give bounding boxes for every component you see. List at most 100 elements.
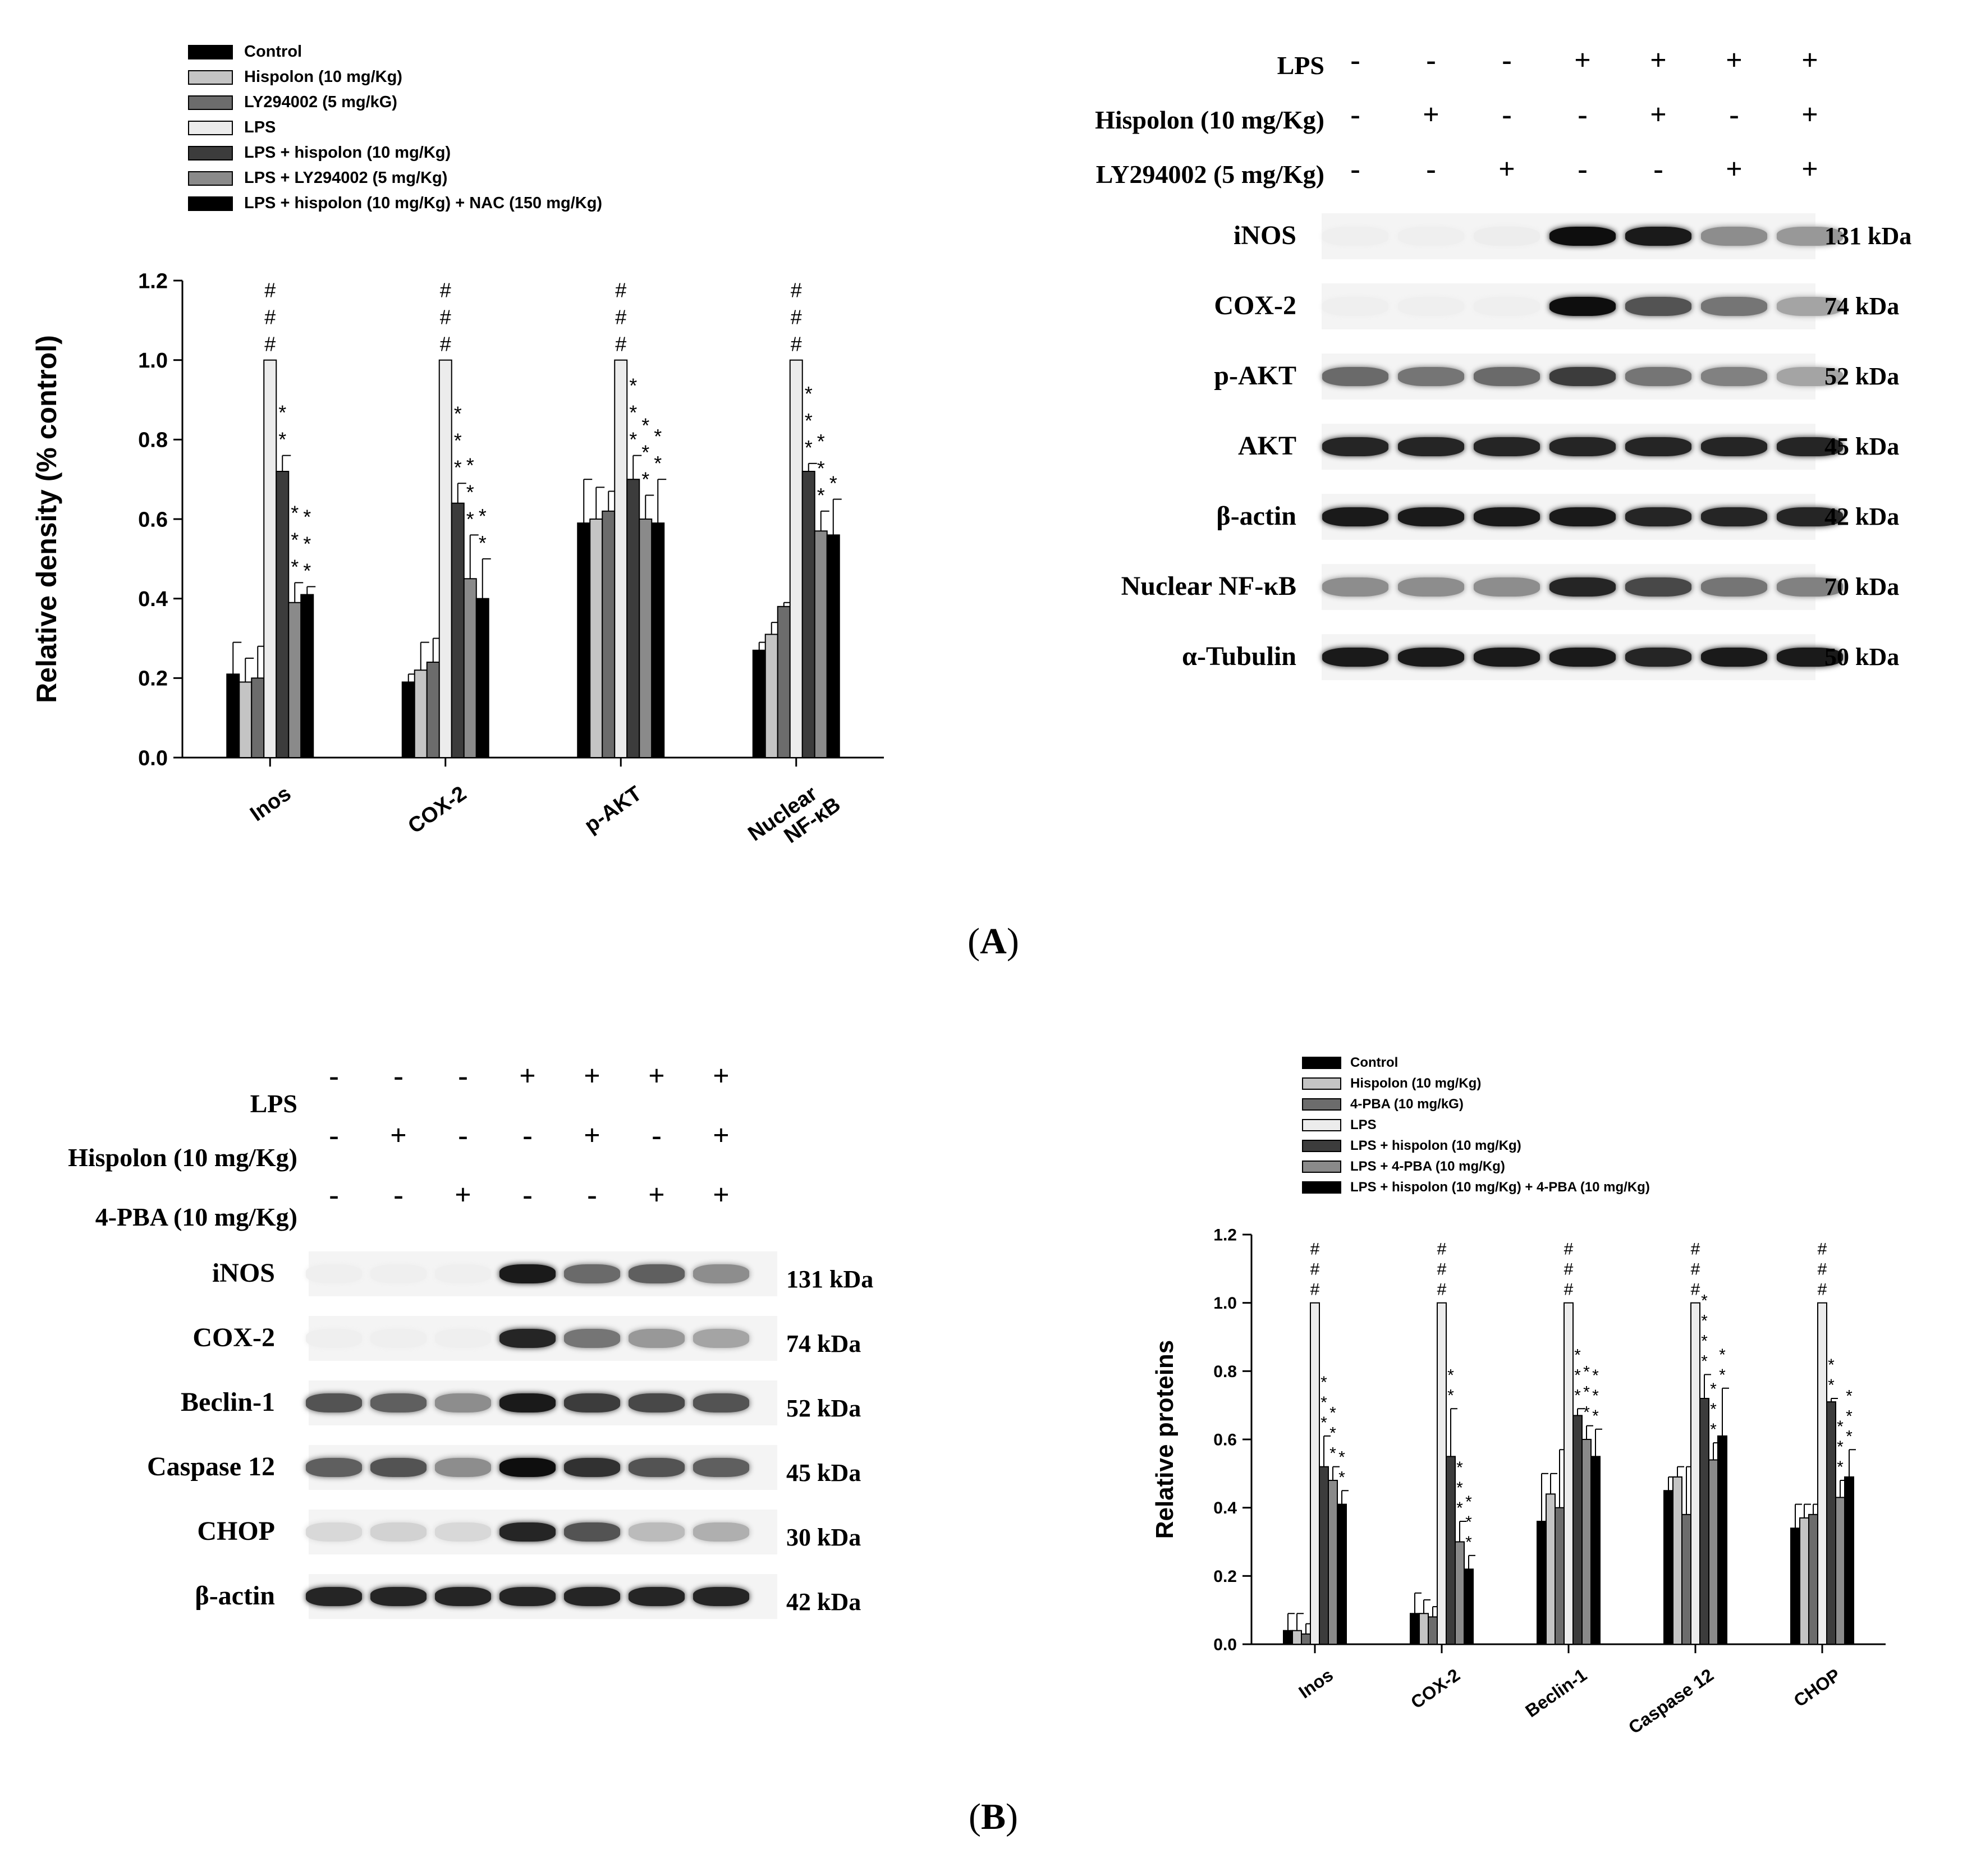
- blot-band: [564, 1587, 620, 1606]
- significance-marker: # # #: [1818, 1240, 1827, 1299]
- blot-condition-sign: -: [1578, 99, 1588, 131]
- blot-strip: [1322, 494, 1843, 540]
- y-tick-label: 0.0: [138, 746, 168, 770]
- blot-band: [629, 1458, 685, 1477]
- bar: [626, 479, 640, 758]
- blot-band: [693, 1329, 749, 1348]
- western-blot-a: LPS - - - + + + + Hispolon (10 mg/Kg) - + - - + - + LY29…: [1010, 34, 1964, 696]
- western-blot-b: LPS - - - + + + + Hispolon (10 mg/Kg) - + - - + - +4-PB…: [56, 1044, 898, 1661]
- blot-strip: [306, 1574, 777, 1619]
- blot-band: [306, 1329, 362, 1348]
- blot-protein-label: iNOS: [212, 1258, 275, 1288]
- blot-band: [1322, 507, 1388, 527]
- blot-band: [564, 1522, 620, 1542]
- significance-marker: * * *: [454, 402, 462, 479]
- blot-band: [1625, 226, 1691, 246]
- blot-condition-sign: -: [1502, 44, 1512, 76]
- legend-swatch: [1302, 1118, 1341, 1131]
- bar: [1690, 1302, 1700, 1645]
- blot-band: [1777, 226, 1843, 246]
- significance-marker: # # #: [1310, 1240, 1320, 1299]
- blot-condition-sign: -: [1350, 153, 1360, 185]
- blot-band: [564, 1458, 620, 1477]
- blot-band: [435, 1458, 491, 1477]
- bar: [1537, 1521, 1547, 1645]
- bar: [288, 602, 302, 758]
- blot-band: [370, 1458, 427, 1477]
- bar: [1681, 1513, 1691, 1645]
- blot-condition-sign: +: [1650, 44, 1667, 76]
- significance-marker: # # #: [1437, 1240, 1447, 1299]
- blot-band: [1777, 647, 1843, 667]
- blot-band: [629, 1587, 685, 1606]
- blot-band: [564, 1329, 620, 1348]
- blot-strip: [306, 1445, 777, 1490]
- blot-protein-label: Nuclear NF-κB: [1121, 571, 1296, 602]
- y-tick-label: 0.4: [1213, 1499, 1237, 1517]
- blot-condition-sign: -: [329, 1120, 339, 1152]
- blot-band: [1625, 647, 1691, 667]
- bar: [1301, 1633, 1311, 1645]
- bar: [764, 634, 778, 759]
- blot-band: [1625, 366, 1691, 387]
- bar: [1717, 1435, 1727, 1645]
- blot-condition-sign: +: [1726, 153, 1743, 185]
- bar: [814, 530, 828, 758]
- legend-swatch: [1302, 1160, 1341, 1173]
- legend-label: Hispolon (10 mg/Kg): [244, 68, 402, 86]
- legend-label: LPS + LY294002 (5 mg/Kg): [244, 169, 448, 187]
- blot-band: [1701, 366, 1767, 387]
- significance-marker: * *: [1719, 1346, 1726, 1384]
- blot-band: [1701, 226, 1767, 246]
- blot-band: [1549, 577, 1616, 597]
- blot-condition-sign: +: [1498, 153, 1515, 185]
- blot-band: [1474, 366, 1540, 387]
- blot-molecular-weight: 45 kDa: [1824, 432, 1900, 460]
- blot-band: [629, 1264, 685, 1283]
- bar: [226, 673, 240, 758]
- blot-band: [306, 1522, 362, 1542]
- y-tick-label: 0.2: [138, 667, 168, 691]
- panel-letter-b: B: [980, 1796, 1006, 1837]
- blot-protein-label: p-AKT: [1214, 361, 1296, 391]
- blot-band: [370, 1264, 427, 1283]
- blot-band: [1549, 507, 1616, 527]
- blot-strip: [306, 1380, 777, 1425]
- x-tick-label: COX-2: [1407, 1664, 1464, 1713]
- significance-marker: * *: [1828, 1356, 1835, 1395]
- blot-strip: [1322, 634, 1843, 680]
- significance-marker: # # #: [440, 279, 451, 356]
- blot-band: [629, 1393, 685, 1412]
- blot-band: [1625, 437, 1691, 457]
- blot-protein-label: AKT: [1237, 431, 1296, 461]
- legend-label: LPS + 4-PBA (10 mg/Kg): [1350, 1159, 1505, 1174]
- bar: [1419, 1613, 1429, 1645]
- blot-condition-sign: +: [1726, 44, 1743, 76]
- significance-marker: # # #: [791, 279, 802, 356]
- significance-marker: * * *: [1592, 1366, 1599, 1425]
- legend-swatch: [188, 120, 233, 135]
- blot-condition-sign: +: [1801, 153, 1818, 185]
- blot-molecular-weight: 30 kDa: [786, 1523, 861, 1551]
- bar: [1581, 1439, 1592, 1645]
- bar: [589, 519, 603, 758]
- legend-label: LPS: [1350, 1117, 1377, 1132]
- legend-label: LPS + hispolon (10 mg/Kg): [1350, 1138, 1521, 1153]
- blot-molecular-weight: 52 kDa: [1824, 362, 1900, 390]
- legend-swatch: [188, 70, 233, 85]
- blot-strip: [1322, 354, 1843, 400]
- blot-protein-label: β-actin: [1216, 501, 1296, 531]
- blot-band: [1474, 296, 1540, 317]
- blot-band: [693, 1458, 749, 1477]
- significance-marker: * * *: [629, 374, 637, 451]
- blot-strip: [306, 1510, 777, 1554]
- blot-condition-sign: -: [522, 1179, 533, 1211]
- blot-condition-sign: -: [587, 1179, 597, 1211]
- blot-condition-sign: -: [1350, 99, 1360, 131]
- significance-marker: * * *: [1329, 1404, 1336, 1463]
- significance-marker: * * *: [1583, 1363, 1590, 1422]
- blot-condition-sign: +: [1423, 99, 1439, 131]
- blot-protein-label: Caspase 12: [146, 1452, 275, 1482]
- significance-marker: * * *: [466, 453, 474, 530]
- blot-band: [1322, 577, 1388, 597]
